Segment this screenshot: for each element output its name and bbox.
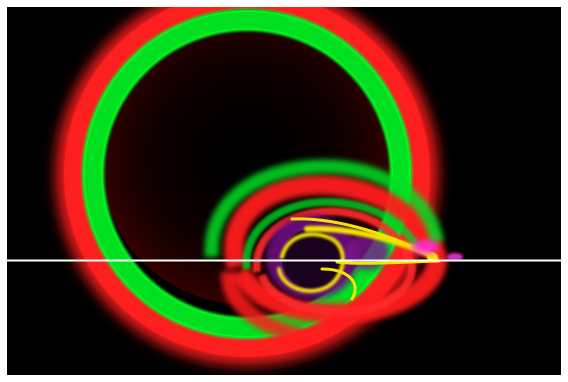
outer-red-ring	[56, 7, 438, 365]
magenta-highlight	[411, 240, 463, 261]
outer-green-ring	[82, 9, 412, 339]
simulation-canvas	[7, 7, 561, 365]
lower-green-loop	[204, 159, 444, 270]
simulation-frame	[7, 7, 561, 375]
